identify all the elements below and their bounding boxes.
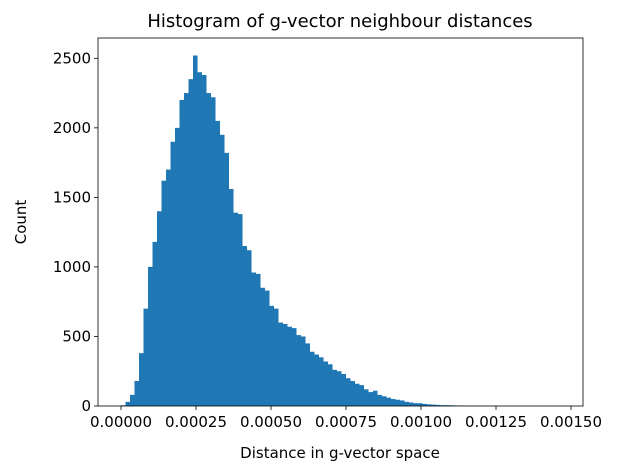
bar bbox=[422, 403, 428, 406]
bar bbox=[278, 322, 284, 406]
bar bbox=[269, 305, 275, 406]
bar bbox=[346, 378, 351, 406]
bar bbox=[134, 380, 140, 406]
bar bbox=[368, 392, 374, 406]
bar bbox=[215, 120, 221, 406]
bar bbox=[211, 97, 216, 406]
bar bbox=[323, 361, 329, 406]
bar bbox=[355, 383, 360, 406]
bar bbox=[328, 364, 333, 406]
bar bbox=[179, 100, 185, 407]
y-tick-label: 500 bbox=[62, 327, 91, 345]
bar bbox=[256, 273, 261, 406]
bar bbox=[287, 326, 293, 406]
y-tick-label: 0 bbox=[81, 397, 91, 415]
bar bbox=[305, 343, 311, 406]
bar bbox=[143, 308, 149, 406]
bar bbox=[265, 290, 270, 406]
bar bbox=[166, 169, 171, 406]
bar bbox=[229, 189, 234, 406]
bar bbox=[413, 403, 419, 406]
bar bbox=[125, 401, 131, 406]
bar bbox=[170, 141, 176, 406]
bar bbox=[202, 74, 207, 407]
bar bbox=[440, 405, 446, 406]
bar bbox=[296, 335, 302, 406]
y-tick-label: 2500 bbox=[53, 49, 91, 67]
bar bbox=[152, 241, 158, 406]
bar bbox=[373, 390, 378, 406]
bar bbox=[341, 374, 347, 406]
bar bbox=[220, 134, 225, 406]
y-axis-label: Count bbox=[12, 200, 30, 245]
bar bbox=[233, 212, 239, 406]
bar bbox=[310, 351, 315, 406]
x-tick-label: 0.00000 bbox=[90, 413, 152, 431]
bar bbox=[184, 93, 189, 406]
x-tick-label: 0.00075 bbox=[315, 413, 377, 431]
x-tick-label: 0.00050 bbox=[240, 413, 302, 431]
bar bbox=[395, 399, 401, 406]
bar bbox=[359, 385, 365, 406]
x-tick-label: 0.00025 bbox=[165, 413, 227, 431]
bar bbox=[332, 369, 338, 406]
bar bbox=[283, 323, 288, 406]
bar bbox=[377, 394, 383, 406]
bar bbox=[188, 79, 194, 406]
bar bbox=[400, 400, 405, 406]
bar bbox=[427, 404, 432, 406]
x-tick-label: 0.00150 bbox=[540, 413, 602, 431]
bar bbox=[193, 55, 198, 407]
bar bbox=[242, 246, 248, 406]
bar bbox=[436, 404, 441, 406]
bar bbox=[274, 308, 279, 406]
bar bbox=[319, 357, 324, 406]
x-tick-label: 0.00100 bbox=[390, 413, 452, 431]
bar bbox=[382, 396, 387, 406]
bar bbox=[224, 152, 230, 406]
bar bbox=[409, 402, 414, 406]
bar bbox=[292, 328, 297, 406]
bar bbox=[350, 380, 356, 406]
y-tick-label: 1000 bbox=[53, 258, 91, 276]
bar bbox=[418, 403, 423, 406]
bar bbox=[161, 180, 167, 406]
bar bbox=[445, 405, 450, 406]
bar bbox=[157, 211, 162, 406]
plot-frame bbox=[97, 37, 584, 407]
bar bbox=[251, 272, 257, 406]
bar bbox=[197, 72, 203, 407]
bar bbox=[260, 287, 266, 406]
chart-title: Histogram of g-vector neighbour distance… bbox=[147, 11, 532, 32]
bar bbox=[247, 250, 252, 406]
bar bbox=[139, 353, 144, 406]
bar bbox=[206, 93, 212, 406]
bar bbox=[364, 389, 369, 406]
x-axis-label: Distance in g-vector space bbox=[240, 444, 440, 462]
bar bbox=[314, 354, 320, 406]
bar bbox=[391, 399, 396, 406]
y-tick-label: 2000 bbox=[53, 119, 91, 137]
bar bbox=[238, 214, 243, 406]
bar bbox=[175, 127, 180, 406]
bar bbox=[148, 266, 153, 406]
bar bbox=[386, 397, 392, 406]
y-tick-label: 1500 bbox=[53, 188, 91, 206]
bar bbox=[404, 401, 410, 406]
bar bbox=[431, 404, 437, 406]
bar bbox=[301, 336, 306, 406]
x-tick-label: 0.00125 bbox=[465, 413, 527, 431]
bar bbox=[337, 371, 342, 406]
bar bbox=[130, 394, 135, 406]
